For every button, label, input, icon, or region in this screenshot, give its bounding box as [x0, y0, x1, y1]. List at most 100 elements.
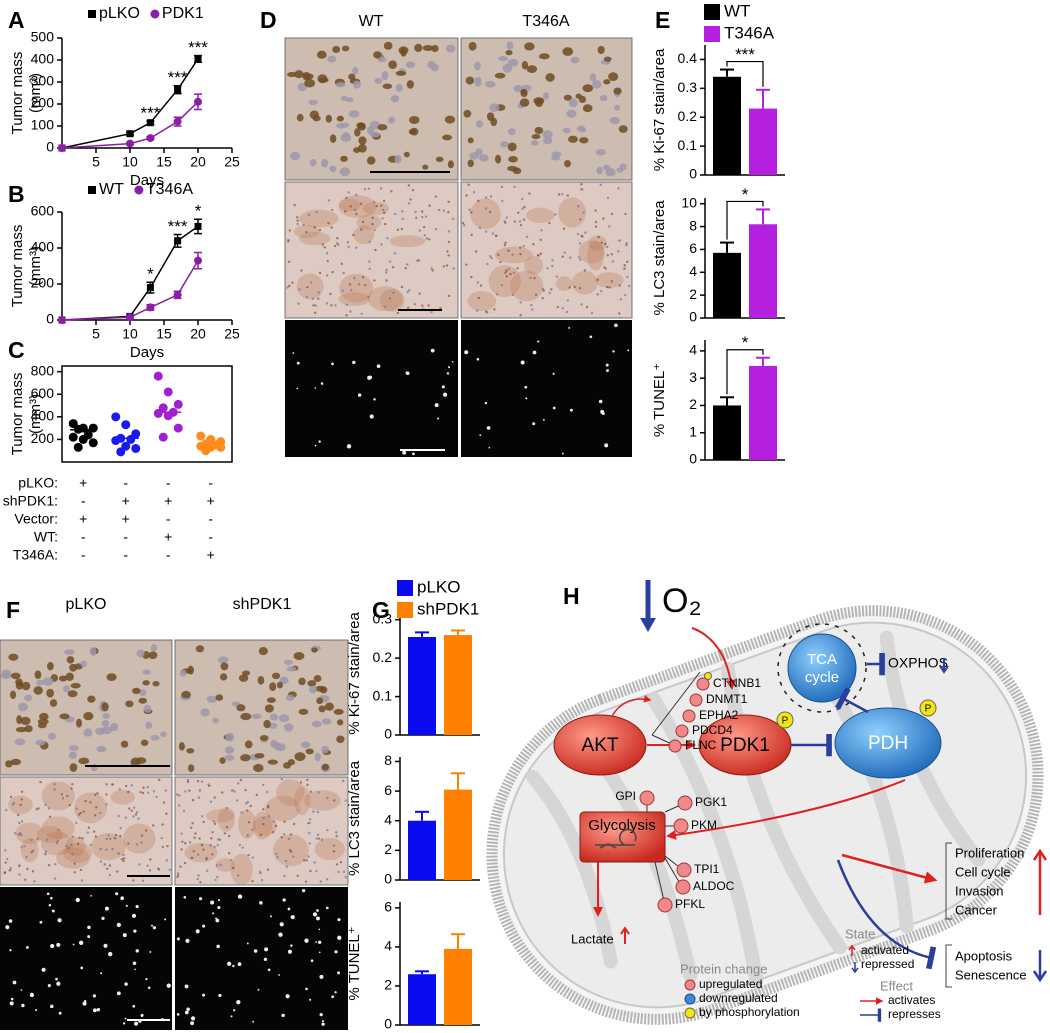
cell: [31, 870, 35, 873]
cell: [94, 835, 97, 838]
y-axis-label: (mm³): [27, 246, 44, 286]
cell: [79, 811, 83, 815]
cell: [313, 311, 317, 315]
cell: [4, 849, 7, 852]
cell: [363, 188, 367, 191]
y-tick-label: 0.1: [373, 687, 393, 703]
nucleus: [354, 128, 361, 137]
cell: [490, 256, 493, 260]
nucleus: [524, 42, 535, 51]
cell: [344, 210, 347, 213]
cell: [213, 822, 217, 825]
nucleus: [400, 48, 407, 57]
glycolysis-label: Glycolysis: [588, 817, 656, 834]
cell: [628, 284, 631, 288]
nucleus: [46, 661, 54, 671]
cell: [79, 868, 83, 872]
micrograph: [284, 37, 459, 181]
tunel-dot: [352, 360, 356, 365]
legend-item: repressed: [861, 957, 914, 971]
cell: [175, 793, 179, 796]
nucleus: [395, 70, 407, 76]
micrograph: [461, 320, 632, 457]
cell: [61, 797, 65, 800]
cell: [468, 208, 471, 211]
bar: [713, 405, 741, 460]
tunel-dot: [50, 943, 55, 949]
cell: [625, 242, 628, 245]
nucleus: [596, 166, 603, 175]
marker: [194, 55, 202, 63]
cell: [513, 220, 517, 223]
cell: [610, 253, 613, 256]
tunel-dot: [451, 360, 454, 363]
cell: [164, 789, 168, 792]
cell: [447, 254, 450, 257]
cell: [360, 228, 363, 231]
cell: [95, 806, 98, 809]
nucleus: [618, 125, 628, 133]
stain: [217, 806, 236, 832]
significance: ***: [188, 38, 208, 57]
stain: [558, 197, 587, 228]
nucleus: [48, 732, 56, 741]
cell: [427, 304, 430, 307]
condition-mark: -: [81, 547, 86, 563]
condition-mark: -: [166, 475, 171, 491]
tunel-dot: [305, 987, 308, 991]
nucleus: [613, 87, 622, 95]
cell: [576, 232, 580, 236]
condition-mark: -: [81, 529, 86, 545]
cell: [311, 297, 315, 301]
marker: [126, 130, 134, 138]
nucleus: [388, 116, 396, 124]
tunel-dot: [287, 949, 292, 954]
cell: [518, 220, 522, 223]
nucleus: [212, 717, 219, 724]
pdh-label: PDH: [868, 733, 908, 754]
cell: [198, 789, 202, 792]
tunel-dot: [367, 375, 372, 380]
cell: [119, 834, 122, 838]
y-tick-label: 0: [689, 166, 697, 182]
dot: [201, 446, 211, 456]
legend-dot: [684, 979, 696, 991]
y-tick-label: 6: [689, 240, 697, 256]
nucleus: [87, 695, 96, 703]
cell: [437, 208, 441, 212]
tunel-dot: [47, 984, 51, 988]
bar: [749, 365, 777, 460]
cell: [67, 846, 70, 850]
cell: [548, 221, 551, 225]
cell: [284, 859, 288, 863]
cell: [160, 836, 163, 840]
outcome-label: Proliferation: [955, 845, 1024, 860]
nucleus: [101, 702, 109, 712]
cell: [505, 216, 508, 219]
marker: [58, 316, 66, 324]
cell: [26, 867, 29, 871]
image-title: T346A: [522, 13, 569, 30]
tunel-dot: [215, 918, 220, 923]
nucleus: [538, 53, 550, 60]
cell: [550, 288, 553, 291]
cell: [452, 267, 455, 270]
cell: [218, 838, 222, 841]
nucleus: [592, 80, 602, 89]
outcome-label: Apoptosis: [955, 948, 1013, 963]
cell: [114, 833, 118, 837]
cell: [314, 304, 318, 307]
stain: [110, 789, 135, 805]
cell: [522, 245, 525, 248]
outcome-label: Invasion: [955, 883, 1003, 898]
cell: [134, 813, 138, 816]
cell: [392, 291, 395, 294]
nucleus: [298, 708, 309, 715]
cell: [30, 851, 33, 854]
marker: [194, 97, 202, 106]
cell: [610, 280, 613, 283]
cell: [262, 816, 265, 820]
tunel-dot: [598, 399, 603, 404]
cell: [345, 303, 349, 306]
nucleus: [319, 686, 328, 694]
